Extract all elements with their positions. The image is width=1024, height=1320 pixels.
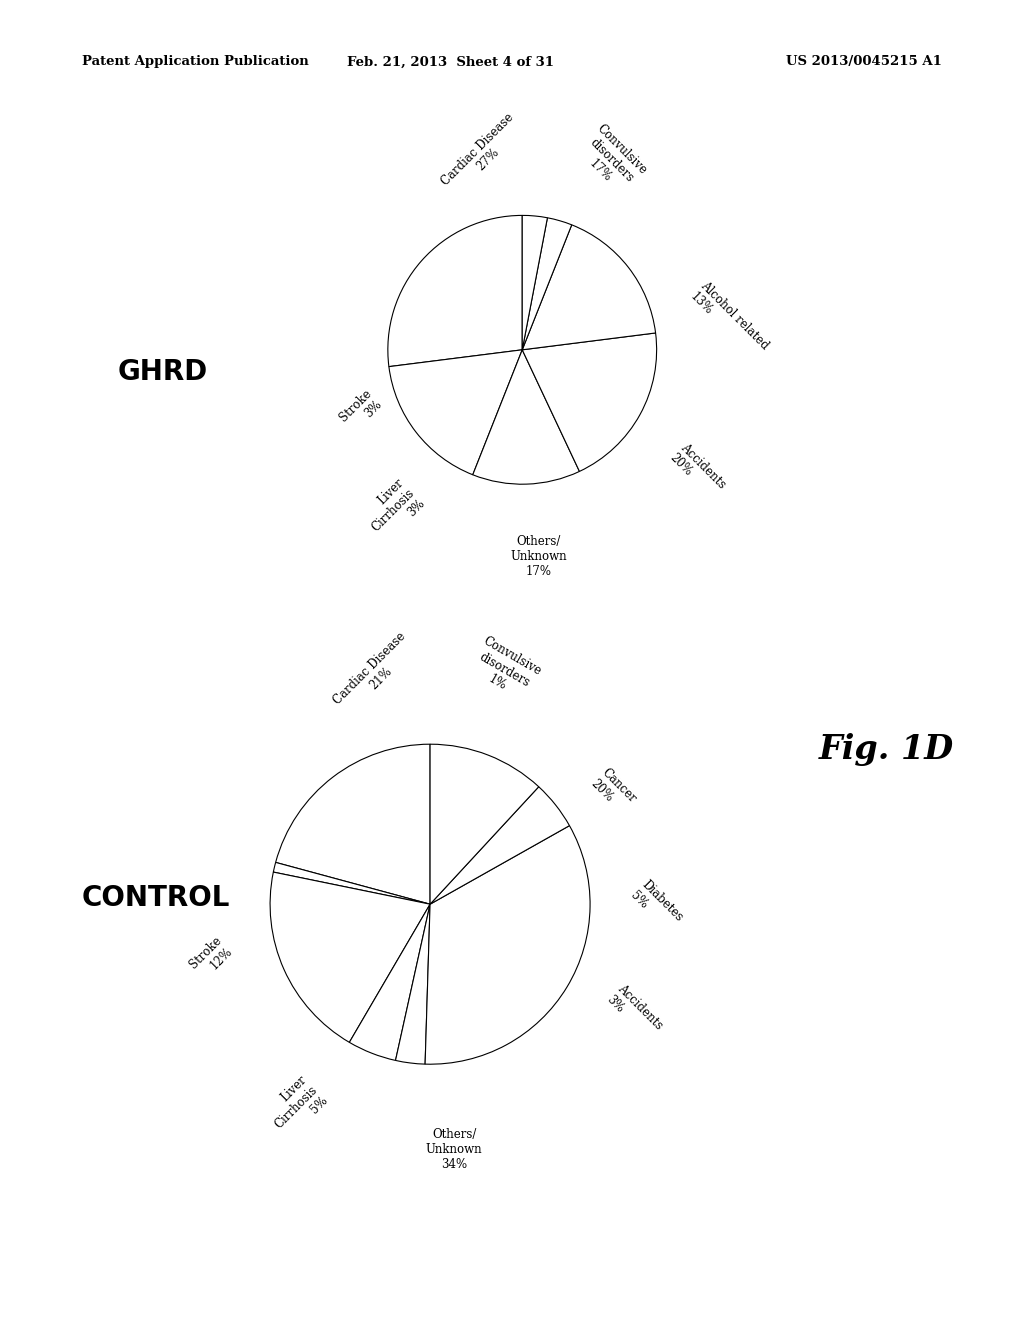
Text: Stroke
12%: Stroke 12% xyxy=(187,935,236,982)
Wedge shape xyxy=(275,744,430,904)
Text: Stroke
3%: Stroke 3% xyxy=(337,387,384,434)
Text: Patent Application Publication: Patent Application Publication xyxy=(82,55,308,69)
Text: Convulsive
disorders
17%: Convulsive disorders 17% xyxy=(573,121,649,198)
Text: Liver
Cirrhosis
3%: Liver Cirrhosis 3% xyxy=(358,475,427,545)
Text: US 2013/0045215 A1: US 2013/0045215 A1 xyxy=(786,55,942,69)
Wedge shape xyxy=(522,224,655,350)
Wedge shape xyxy=(430,744,539,904)
Text: CONTROL: CONTROL xyxy=(82,883,230,912)
Text: Fig. 1D: Fig. 1D xyxy=(819,733,954,766)
Text: Liver
Cirrhosis
5%: Liver Cirrhosis 5% xyxy=(261,1073,330,1142)
Wedge shape xyxy=(389,350,522,475)
Wedge shape xyxy=(473,350,580,484)
Wedge shape xyxy=(388,215,522,367)
Text: Feb. 21, 2013  Sheet 4 of 31: Feb. 21, 2013 Sheet 4 of 31 xyxy=(347,55,554,69)
Wedge shape xyxy=(273,862,430,904)
Wedge shape xyxy=(349,904,430,1060)
Text: Others/
Unknown
17%: Others/ Unknown 17% xyxy=(510,536,566,578)
Wedge shape xyxy=(395,904,430,1064)
Wedge shape xyxy=(522,218,571,350)
Text: Diabetes
5%: Diabetes 5% xyxy=(628,878,685,935)
Text: Accidents
3%: Accidents 3% xyxy=(604,982,665,1043)
Text: Cardiac Disease
27%: Cardiac Disease 27% xyxy=(439,111,526,198)
Wedge shape xyxy=(270,873,430,1043)
Text: GHRD: GHRD xyxy=(118,358,208,387)
Wedge shape xyxy=(425,825,590,1064)
Wedge shape xyxy=(522,215,548,350)
Text: Convulsive
disorders
1%: Convulsive disorders 1% xyxy=(466,635,544,705)
Text: Others/
Unknown
34%: Others/ Unknown 34% xyxy=(426,1129,482,1171)
Text: Alcohol related
13%: Alcohol related 13% xyxy=(687,280,771,363)
Text: Cardiac Disease
21%: Cardiac Disease 21% xyxy=(332,630,420,718)
Wedge shape xyxy=(522,333,656,471)
Text: Accidents
20%: Accidents 20% xyxy=(667,441,728,502)
Wedge shape xyxy=(430,787,569,904)
Text: Cancer
20%: Cancer 20% xyxy=(588,767,638,816)
